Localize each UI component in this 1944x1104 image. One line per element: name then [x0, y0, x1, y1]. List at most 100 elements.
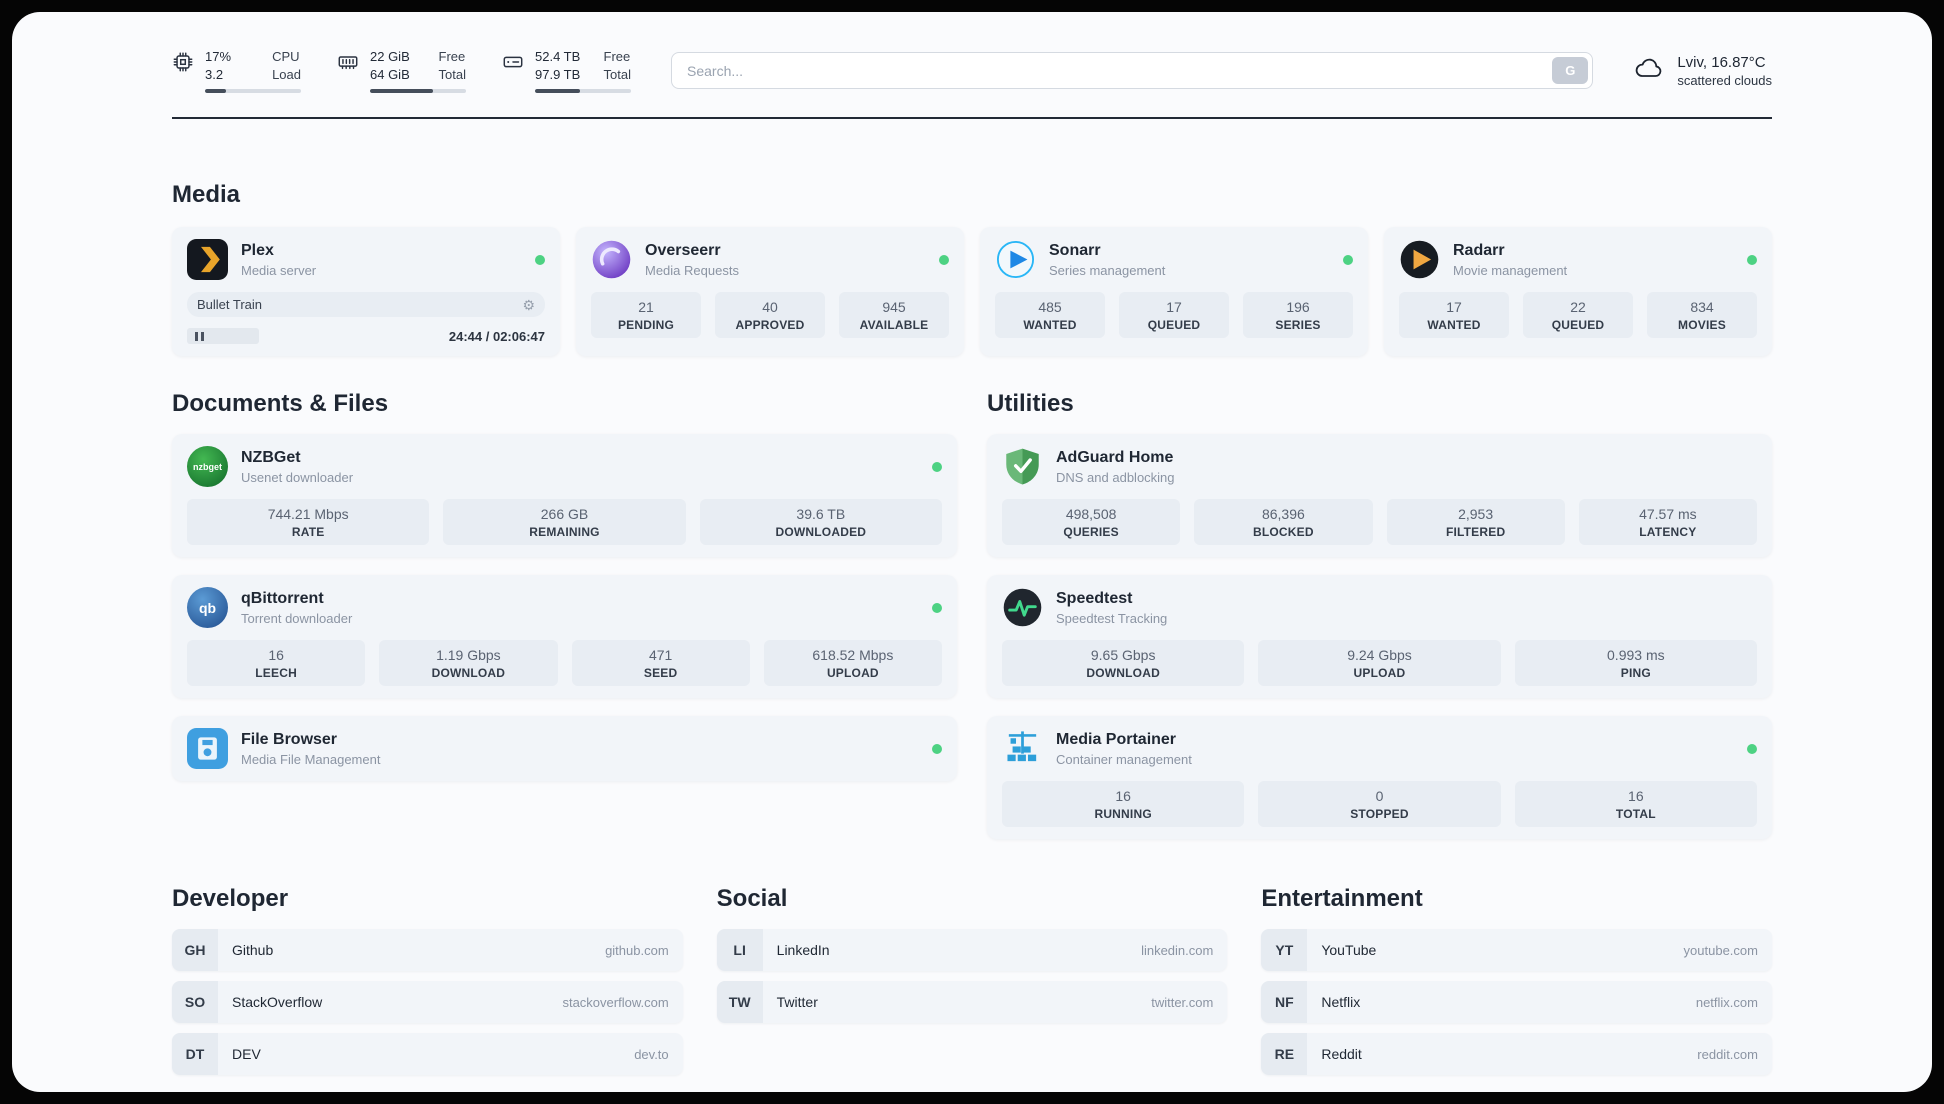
bookmark-twitter[interactable]: TW Twitter twitter.com — [716, 981, 1228, 1024]
disk-progress-bar — [535, 89, 631, 94]
weather-widget: Lviv, 16.87°C scattered clouds — [1633, 54, 1772, 88]
app-card-radarr[interactable]: Radarr Movie management 17 WANTED 22 QUE… — [1384, 227, 1772, 357]
app-subtitle: Media server — [241, 262, 317, 278]
app-name: Sonarr — [1049, 241, 1101, 259]
stat-remaining: 266 GB REMAINING — [443, 499, 686, 546]
stat-seed: 471 SEED — [571, 640, 750, 687]
top-bar: 17% CPU 3.2 Load — [172, 12, 1772, 94]
bookmark-url: reddit.com — [1697, 1046, 1758, 1062]
app-subtitle: Media Requests — [645, 262, 739, 278]
stat-leech: 16 LEECH — [187, 640, 366, 687]
reddit-icon: RE — [1261, 1033, 1308, 1076]
stat-filtered: 2,953 FILTERED — [1386, 499, 1565, 546]
search-engine-button[interactable]: G — [1552, 57, 1589, 85]
ram-icon — [337, 51, 359, 78]
ram-progress-fill — [370, 89, 434, 94]
disk-total-label: Total — [603, 66, 631, 82]
section-title-developer: Developer — [172, 885, 289, 913]
stat-movies: 834 MOVIES — [1647, 292, 1757, 339]
stat-upload: 9.24 Gbps UPLOAD — [1258, 640, 1501, 687]
social-column: Social LI LinkedIn linkedin.com TW Twitt… — [716, 885, 1228, 1024]
stat-wanted: 485 WANTED — [995, 292, 1105, 339]
cpu-stat: 17% CPU 3.2 Load — [172, 48, 301, 94]
stat-latency: 47.57 ms LATENCY — [1578, 499, 1757, 546]
sonarr-icon — [995, 239, 1036, 280]
cpu-load-label: Load — [272, 66, 301, 82]
bookmark-netflix[interactable]: NF Netflix netflix.com — [1261, 981, 1772, 1024]
app-subtitle: Torrent downloader — [241, 610, 353, 626]
app-card-filebrowser[interactable]: File Browser Media File Management — [172, 716, 957, 782]
disk-icon — [502, 51, 524, 78]
ram-free-value: 22 GiB — [370, 49, 410, 64]
app-card-plex[interactable]: Plex Media server Bullet Train ⚙ 24:44 /… — [172, 227, 560, 357]
app-card-speedtest[interactable]: Speedtest Speedtest Tracking 9.65 Gbps D… — [987, 575, 1772, 699]
bookmark-linkedin[interactable]: LI LinkedIn linkedin.com — [716, 929, 1228, 972]
app-card-sonarr[interactable]: Sonarr Series management 485 WANTED 17 Q… — [980, 227, 1368, 357]
app-name: qBittorrent — [241, 589, 324, 607]
stat-download: 9.65 Gbps DOWNLOAD — [1002, 640, 1245, 687]
app-card-portainer[interactable]: Media Portainer Container management 16 … — [987, 716, 1772, 840]
search-input[interactable] — [671, 52, 1594, 90]
bookmark-name: Reddit — [1321, 1046, 1362, 1063]
search-bar: G — [671, 52, 1594, 90]
ram-free-label: Free — [438, 49, 466, 64]
bookmark-name: YouTube — [1321, 942, 1377, 959]
stat-total: 16 TOTAL — [1514, 781, 1757, 828]
playback-time: 24:44 / 02:06:47 — [448, 328, 545, 344]
app-subtitle: Usenet downloader — [241, 469, 354, 485]
pause-button[interactable] — [187, 328, 259, 345]
app-name: Overseerr — [645, 241, 721, 259]
topbar-divider — [172, 117, 1772, 120]
section-title-social: Social — [716, 885, 788, 913]
status-dot — [932, 602, 942, 613]
bookmark-url: github.com — [605, 942, 669, 958]
stat-queued: 17 QUEUED — [1119, 292, 1229, 339]
cpu-progress-bar — [205, 89, 301, 94]
netflix-icon: NF — [1261, 981, 1308, 1024]
github-icon: GH — [172, 929, 218, 972]
nzbget-icon: nzbget — [187, 446, 228, 488]
pause-bar-icon — [195, 331, 198, 341]
app-card-adguard[interactable]: AdGuard Home DNS and adblocking 498,508 … — [987, 434, 1772, 558]
cpu-progress-fill — [205, 89, 227, 94]
app-name: NZBGet — [241, 448, 301, 466]
portainer-icon — [1002, 728, 1043, 769]
cpu-percent: 17% — [205, 49, 232, 64]
bookmark-youtube[interactable]: YT YouTube youtube.com — [1261, 929, 1772, 972]
app-card-qbittorrent[interactable]: qb qBittorrent Torrent downloader 16 LEE… — [172, 575, 957, 699]
system-stats: 17% CPU 3.2 Load — [172, 48, 631, 94]
status-dot — [932, 461, 942, 472]
app-card-nzbget[interactable]: nzbget NZBGet Usenet downloader 744.21 M… — [172, 434, 957, 558]
app-name: AdGuard Home — [1056, 448, 1174, 466]
linkedin-icon: LI — [716, 929, 763, 972]
now-playing-bar: Bullet Train ⚙ — [187, 292, 545, 318]
app-subtitle: Movie management — [1453, 262, 1568, 278]
pause-bar-icon — [201, 331, 204, 341]
app-card-overseerr[interactable]: Overseerr Media Requests 21 PENDING 40 A… — [576, 227, 964, 357]
disk-free-value: 52.4 TB — [535, 49, 581, 64]
bookmark-github[interactable]: GH Github github.com — [172, 929, 683, 972]
utilities-column: Utilities — [987, 390, 1772, 840]
disk-free-label: Free — [603, 49, 631, 64]
qbittorrent-icon: qb — [187, 587, 228, 629]
bookmark-dev[interactable]: DT DEV dev.to — [172, 1033, 683, 1076]
stat-stopped: 0 STOPPED — [1258, 781, 1501, 828]
documents-column: Documents & Files nzbget NZBGet Usenet d… — [172, 390, 957, 839]
bookmark-url: linkedin.com — [1141, 942, 1214, 958]
bookmark-url: netflix.com — [1695, 994, 1758, 1010]
bookmark-url: dev.to — [634, 1046, 669, 1062]
stat-blocked: 86,396 BLOCKED — [1194, 499, 1373, 546]
app-name: Plex — [241, 241, 274, 259]
weather-location: Lviv, 16.87°C — [1677, 53, 1766, 71]
bookmark-name: Github — [232, 942, 274, 959]
status-dot — [1747, 254, 1757, 265]
gear-icon[interactable]: ⚙ — [522, 296, 535, 313]
bookmark-stackoverflow[interactable]: SO StackOverflow stackoverflow.com — [172, 981, 683, 1024]
bookmark-reddit[interactable]: RE Reddit reddit.com — [1261, 1033, 1772, 1076]
filebrowser-icon — [187, 728, 228, 770]
weather-condition: scattered clouds — [1677, 72, 1772, 88]
cloud-icon — [1633, 56, 1665, 86]
speedtest-icon — [1002, 587, 1043, 628]
cpu-load-value: 3.2 — [205, 66, 224, 82]
app-subtitle: Series management — [1049, 262, 1166, 278]
